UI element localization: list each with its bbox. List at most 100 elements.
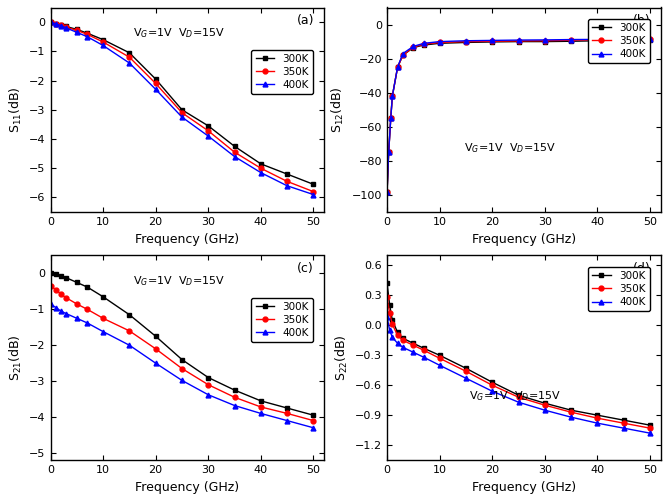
400K <box>309 425 317 431</box>
300K <box>73 27 81 33</box>
350K <box>126 54 134 60</box>
400K <box>593 37 601 43</box>
400K <box>283 183 291 189</box>
400K <box>99 329 107 335</box>
400K <box>620 425 628 431</box>
400K <box>62 311 70 317</box>
350K <box>204 382 212 388</box>
400K <box>514 37 522 43</box>
X-axis label: Frequency (GHz): Frequency (GHz) <box>135 480 239 493</box>
350K <box>462 368 470 374</box>
400K <box>385 149 393 155</box>
300K <box>409 340 418 346</box>
300K <box>47 19 55 25</box>
350K <box>62 295 70 301</box>
Legend: 300K, 350K, 400K: 300K, 350K, 400K <box>251 298 313 342</box>
300K <box>62 275 70 281</box>
300K <box>393 64 401 70</box>
300K <box>309 412 317 418</box>
300K <box>257 398 265 404</box>
350K <box>593 37 601 43</box>
Line: 350K: 350K <box>385 295 653 430</box>
300K <box>204 375 212 381</box>
350K <box>283 178 291 184</box>
400K <box>283 418 291 424</box>
400K <box>57 23 65 29</box>
400K <box>230 402 238 408</box>
400K <box>126 60 134 66</box>
300K <box>73 280 81 286</box>
300K <box>388 317 396 323</box>
350K <box>257 165 265 171</box>
300K <box>178 357 186 363</box>
Line: 350K: 350K <box>48 284 316 423</box>
400K <box>399 344 407 350</box>
300K <box>283 171 291 177</box>
Y-axis label: S$_{21}$(dB): S$_{21}$(dB) <box>7 335 23 381</box>
350K <box>541 38 549 44</box>
350K <box>385 149 393 155</box>
Line: 350K: 350K <box>48 20 316 194</box>
350K <box>488 382 496 388</box>
300K <box>152 76 160 82</box>
350K <box>399 52 407 58</box>
350K <box>420 347 428 353</box>
400K <box>51 305 59 311</box>
350K <box>73 301 81 307</box>
300K <box>514 392 522 398</box>
Legend: 300K, 350K, 400K: 300K, 350K, 400K <box>588 19 650 64</box>
300K <box>567 38 575 44</box>
350K <box>73 27 81 33</box>
350K <box>385 311 393 317</box>
300K <box>99 37 107 43</box>
Text: (b): (b) <box>633 14 651 27</box>
350K <box>57 291 65 297</box>
400K <box>393 340 401 346</box>
400K <box>309 191 317 197</box>
300K <box>646 422 654 428</box>
400K <box>385 327 393 333</box>
350K <box>383 295 391 301</box>
350K <box>399 337 407 343</box>
Line: 300K: 300K <box>385 281 653 427</box>
350K <box>51 287 59 293</box>
400K <box>409 44 418 50</box>
350K <box>620 37 628 43</box>
350K <box>51 21 59 27</box>
300K <box>383 188 391 194</box>
350K <box>84 32 92 38</box>
350K <box>230 149 238 155</box>
400K <box>567 414 575 420</box>
300K <box>541 400 549 406</box>
300K <box>393 329 401 335</box>
350K <box>409 342 418 348</box>
300K <box>57 274 65 280</box>
400K <box>51 21 59 27</box>
350K <box>99 39 107 45</box>
350K <box>646 37 654 43</box>
350K <box>388 321 396 327</box>
350K <box>178 110 186 116</box>
300K <box>383 281 391 287</box>
400K <box>393 64 401 70</box>
400K <box>84 34 92 40</box>
400K <box>514 399 522 405</box>
400K <box>420 354 428 360</box>
Y-axis label: S$_{11}$(dB): S$_{11}$(dB) <box>7 86 23 133</box>
350K <box>383 188 391 194</box>
Y-axis label: S$_{22}$(dB): S$_{22}$(dB) <box>333 335 349 381</box>
300K <box>283 405 291 411</box>
Y-axis label: S$_{12}$(dB): S$_{12}$(dB) <box>330 86 346 133</box>
400K <box>567 37 575 43</box>
350K <box>204 128 212 134</box>
X-axis label: Frequency (GHz): Frequency (GHz) <box>472 480 576 493</box>
Line: 300K: 300K <box>48 271 316 418</box>
300K <box>462 40 470 46</box>
400K <box>57 308 65 314</box>
300K <box>567 407 575 413</box>
300K <box>620 38 628 44</box>
300K <box>204 123 212 129</box>
350K <box>436 40 444 46</box>
300K <box>84 284 92 290</box>
350K <box>84 306 92 312</box>
